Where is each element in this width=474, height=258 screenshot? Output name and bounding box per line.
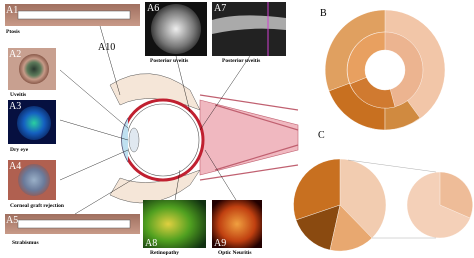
panel-label: A5	[6, 215, 18, 226]
sunburst	[324, 9, 446, 131]
pie-chart	[293, 158, 474, 252]
iris	[18, 164, 50, 196]
eye-diagram	[59, 25, 299, 215]
fundus	[151, 4, 201, 54]
caption: Uveitis	[10, 92, 26, 98]
caption: Ptosis	[6, 29, 20, 35]
panel-label: A1	[6, 5, 18, 16]
caption: Optic Neuritis	[218, 250, 251, 256]
caption: Posterior uveitis	[150, 58, 188, 64]
panel-label: A4	[9, 161, 21, 172]
panel-label: A6	[147, 3, 159, 14]
panel-label: A8	[145, 238, 157, 249]
panel-label: A2	[9, 49, 21, 60]
caption: Corneal graft rejection	[10, 203, 64, 209]
photo	[143, 200, 206, 248]
caption: Strabismus	[12, 240, 39, 246]
panel-label: B	[320, 8, 327, 19]
eye-bar	[17, 219, 131, 229]
caption: Posterior uveitis	[222, 58, 260, 64]
iris	[17, 106, 51, 140]
panel-label: A10	[98, 42, 115, 53]
eye-bar	[17, 10, 131, 20]
caption: Dry eye	[10, 147, 29, 153]
panel-label: C	[318, 130, 325, 141]
panel-label: A9	[214, 238, 226, 249]
photo	[212, 200, 262, 248]
panel-label: A7	[214, 3, 226, 14]
iris	[19, 54, 49, 84]
caption: Retinopathy	[150, 250, 179, 256]
panel-label: A3	[9, 101, 21, 112]
